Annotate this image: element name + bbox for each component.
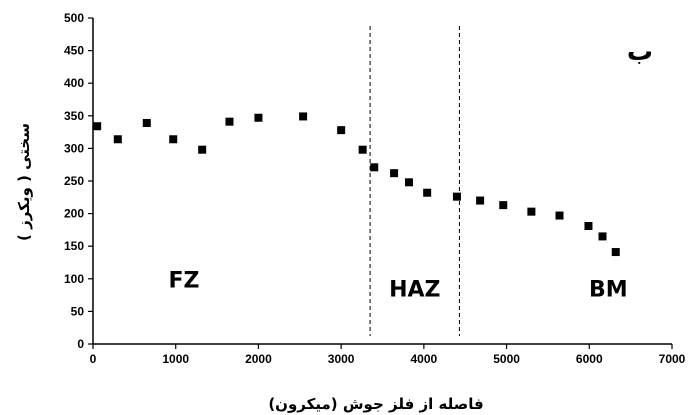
y-tick-label: 0: [77, 337, 84, 351]
region-label: HAZ: [389, 277, 440, 302]
data-point: [476, 196, 485, 205]
region-label: FZ: [168, 268, 199, 293]
x-tick-label: 7000: [659, 352, 686, 366]
data-point: [527, 207, 536, 216]
data-point: [169, 135, 178, 144]
data-point: [225, 117, 234, 126]
data-point: [598, 232, 607, 241]
data-point: [584, 221, 593, 230]
y-tick-label: 200: [64, 207, 84, 221]
x-axis-title: فاصله از فلز جوش (میکرون): [268, 395, 483, 413]
x-tick-label: 0: [90, 352, 97, 366]
y-tick-label: 500: [64, 11, 84, 25]
y-tick-label: 50: [71, 304, 85, 318]
data-point: [499, 201, 508, 210]
x-tick-label: 4000: [411, 352, 438, 366]
y-tick-label: 300: [64, 141, 84, 155]
x-tick-label: 2000: [245, 352, 272, 366]
data-point: [390, 169, 399, 178]
data-point: [452, 192, 461, 201]
y-tick-label: 350: [64, 109, 84, 123]
data-point: [423, 188, 432, 197]
data-point: [299, 112, 308, 121]
data-point: [93, 122, 102, 131]
data-point: [337, 126, 346, 135]
x-tick-label: 3000: [328, 352, 355, 366]
data-point: [555, 211, 564, 220]
panel-label: ب: [627, 37, 653, 67]
y-axis-title: سختی ( ویکرز ): [15, 123, 33, 241]
y-tick-label: 450: [64, 44, 84, 58]
y-tick-label: 250: [64, 174, 84, 188]
y-tick-label: 400: [64, 76, 84, 90]
x-tick-label: 6000: [576, 352, 603, 366]
data-point: [142, 118, 151, 127]
x-tick-label: 5000: [493, 352, 520, 366]
data-point: [198, 145, 207, 154]
y-tick-label: 150: [64, 239, 84, 253]
region-label: BM: [589, 277, 628, 302]
x-tick-label: 1000: [162, 352, 189, 366]
data-point: [254, 113, 263, 122]
y-tick-label: 100: [64, 272, 84, 286]
data-point: [358, 145, 367, 154]
data-point: [404, 178, 413, 187]
data-point: [611, 248, 620, 257]
data-point: [113, 135, 122, 144]
data-point: [370, 163, 379, 172]
